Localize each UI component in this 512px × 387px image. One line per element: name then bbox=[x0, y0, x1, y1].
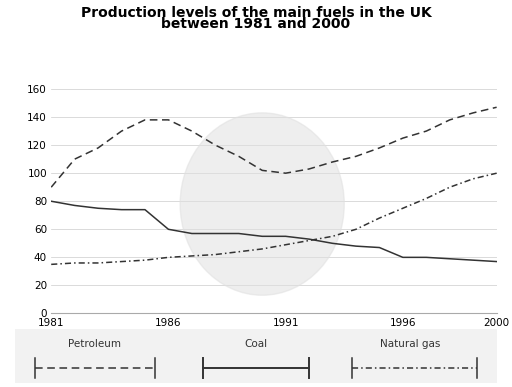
Text: Petroleum: Petroleum bbox=[68, 339, 121, 349]
Text: Coal: Coal bbox=[244, 339, 268, 349]
Text: Natural gas: Natural gas bbox=[380, 339, 440, 349]
Ellipse shape bbox=[180, 113, 344, 295]
Text: between 1981 and 2000: between 1981 and 2000 bbox=[161, 17, 351, 31]
FancyBboxPatch shape bbox=[6, 328, 506, 384]
Text: Production levels of the main fuels in the UK: Production levels of the main fuels in t… bbox=[80, 6, 432, 20]
